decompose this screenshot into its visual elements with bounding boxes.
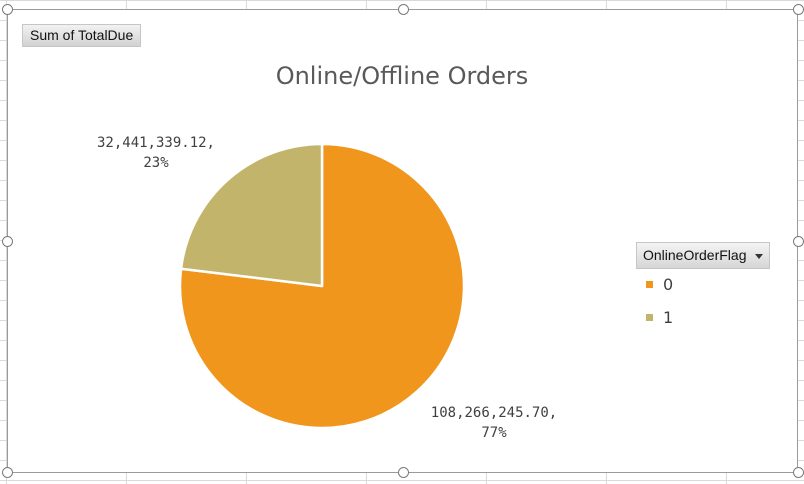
legend-item-0[interactable]: 0 — [646, 275, 673, 295]
resize-handle-middle-left[interactable] — [2, 236, 13, 247]
data-label-value: 32,441,339.12, — [96, 135, 215, 151]
legend-field-label: OnlineOrderFlag — [643, 247, 747, 263]
legend-swatch-1 — [646, 314, 653, 321]
pie-slice-1[interactable] — [179, 142, 324, 288]
data-label-percent: 23% — [143, 155, 169, 171]
resize-handle-bottom-left[interactable] — [2, 467, 13, 478]
legend-swatch-0 — [646, 281, 653, 288]
data-label-percent: 77% — [481, 425, 507, 441]
resize-handle-top-left[interactable] — [2, 4, 13, 15]
resize-handle-top-center[interactable] — [398, 4, 409, 15]
data-label-slice-0: 108,266,245.70, 77% — [424, 403, 564, 443]
chevron-down-icon[interactable] — [754, 253, 763, 259]
legend-label-0: 0 — [663, 275, 674, 294]
data-label-slice-1: 32,441,339.12, 23% — [88, 133, 224, 173]
resize-handle-bottom-center[interactable] — [398, 467, 409, 478]
value-field-button[interactable]: Sum of TotalDue — [22, 24, 142, 47]
legend-label-1: 1 — [663, 308, 674, 327]
legend-field-button[interactable]: OnlineOrderFlag — [636, 242, 770, 269]
data-label-value: 108,266,245.70, — [430, 405, 558, 421]
legend-item-1[interactable]: 1 — [646, 308, 673, 328]
chart-title: Online/Offline Orders — [275, 62, 529, 90]
